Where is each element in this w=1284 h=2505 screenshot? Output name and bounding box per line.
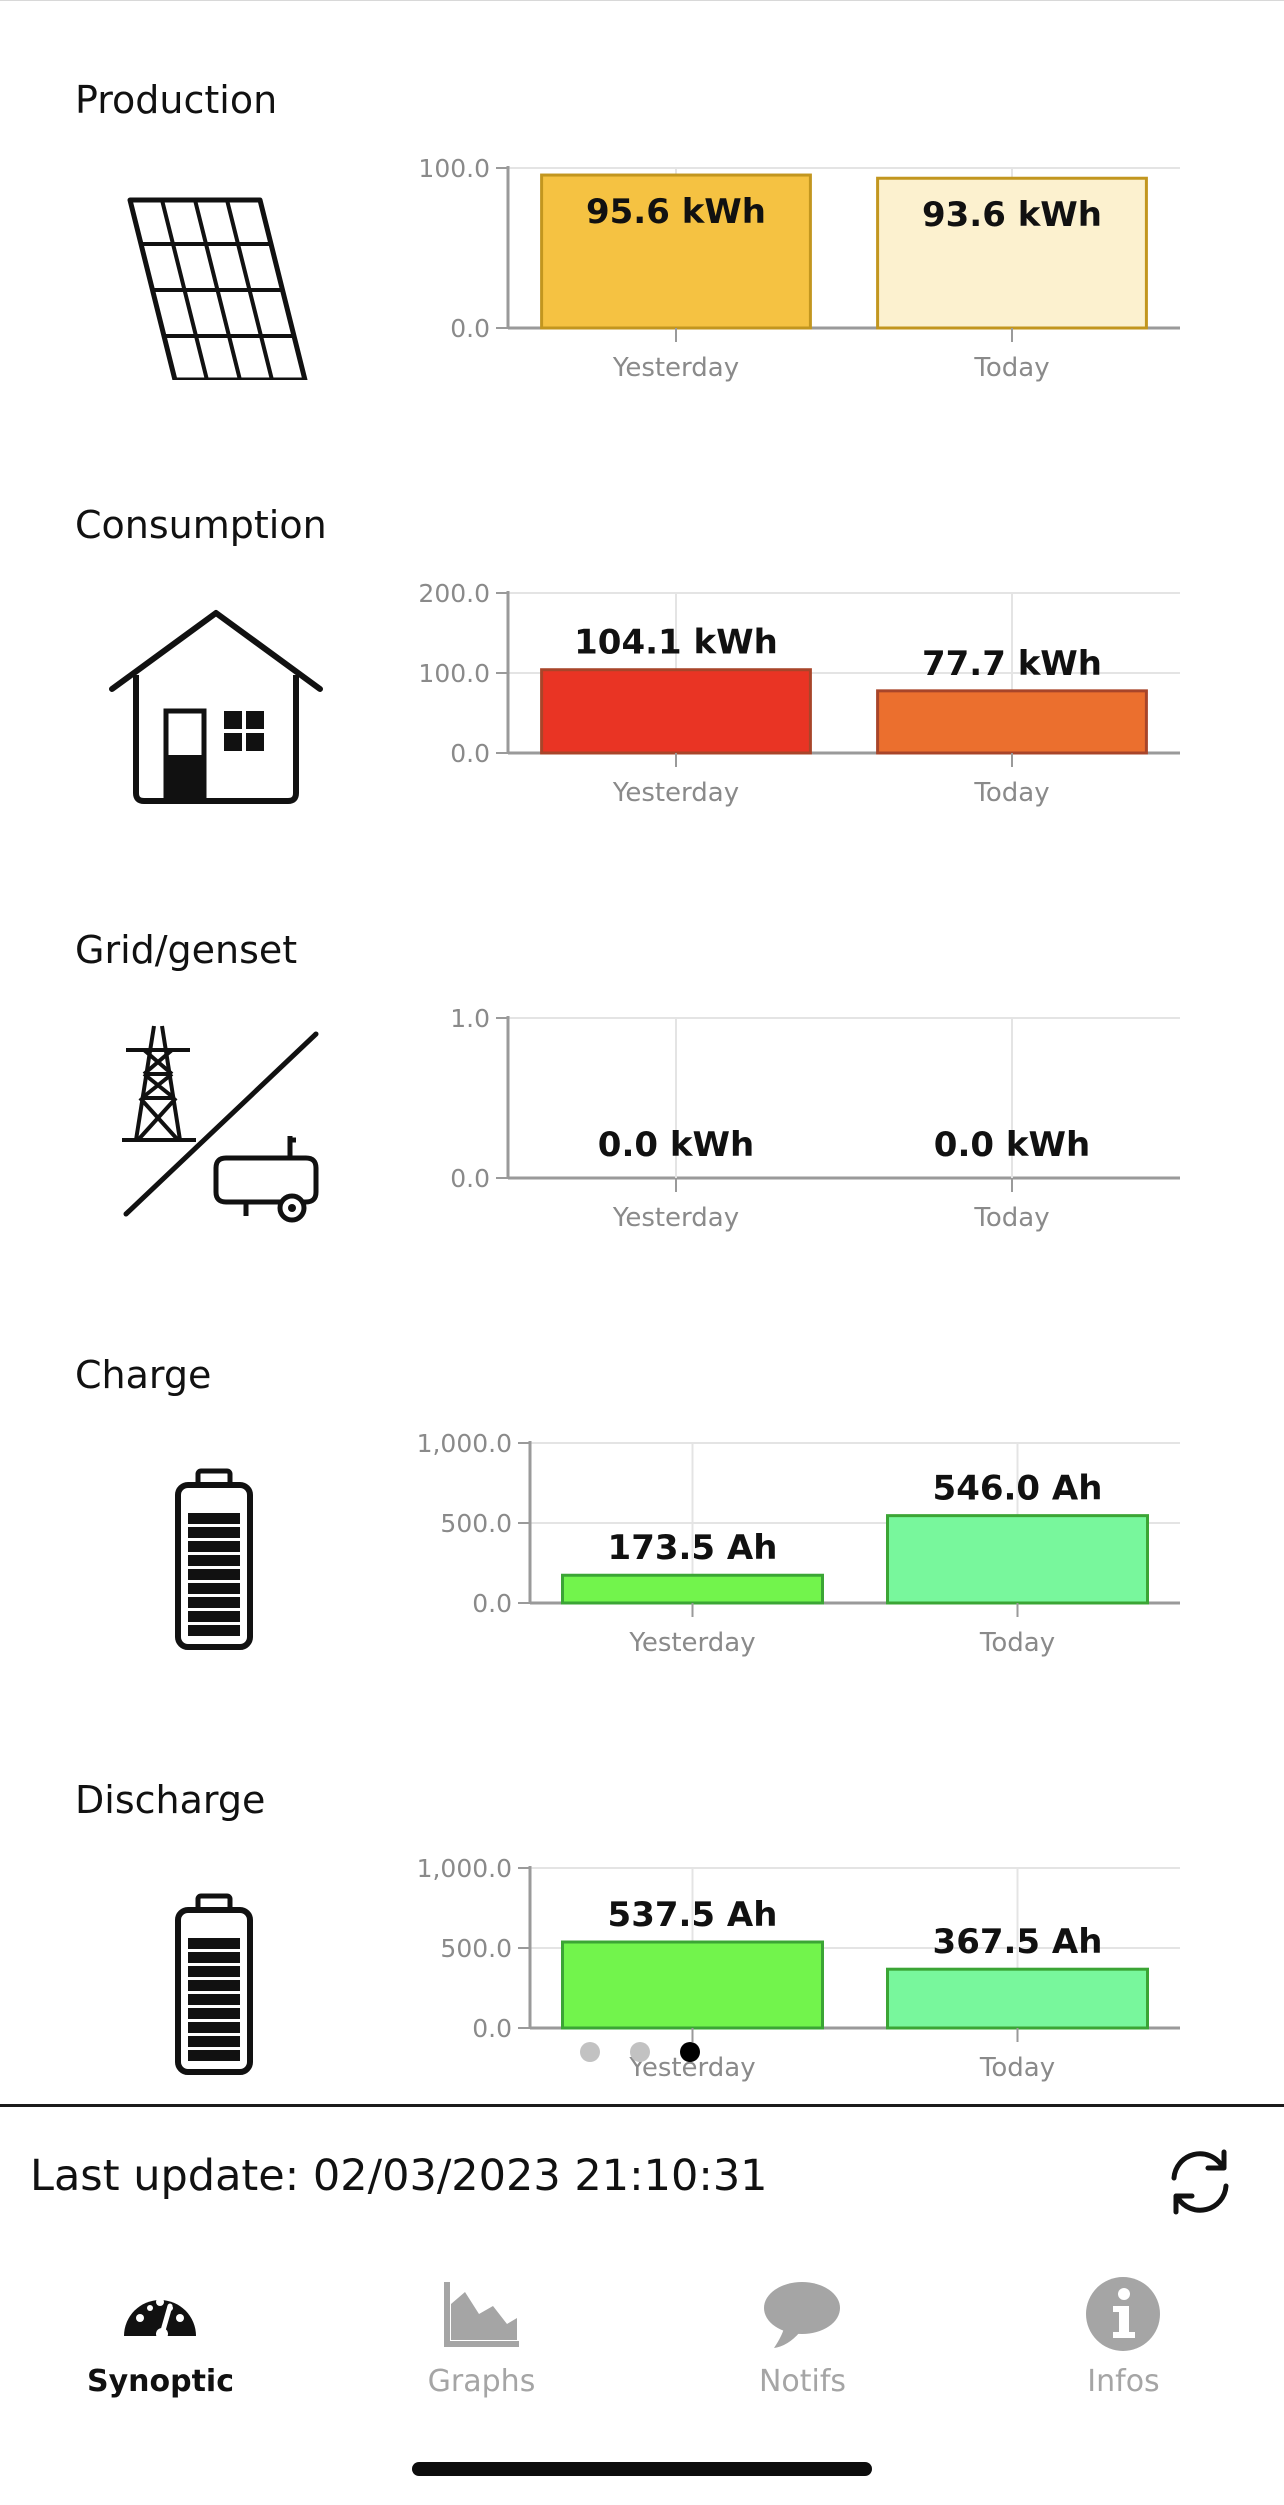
y-tick-label: 0.0 bbox=[472, 1589, 512, 1618]
y-tick-label: 100.0 bbox=[418, 154, 490, 183]
area-chart-icon bbox=[444, 2282, 519, 2347]
tab-infos[interactable]: Infos bbox=[963, 2256, 1284, 2456]
x-tick-label: Today bbox=[973, 778, 1049, 808]
tab-graphs[interactable]: Graphs bbox=[321, 2256, 642, 2456]
bar bbox=[540, 668, 812, 755]
x-tick-label: Yesterday bbox=[612, 353, 739, 383]
tab-notifs[interactable]: Notifs bbox=[642, 2256, 963, 2456]
tab-label: Graphs bbox=[427, 2364, 536, 2399]
last-update-text: Last update: 02/03/2023 21:10:31 bbox=[30, 2151, 768, 2201]
section-grid-genset: Grid/genset 0.0 1.0 Yesterday 0.0 kWh Toda bbox=[0, 850, 1284, 1275]
y-tick-label: 0.0 bbox=[472, 2014, 512, 2043]
tab-label: Synoptic bbox=[86, 2364, 234, 2399]
x-tick-label: Today bbox=[979, 1628, 1055, 1658]
y-tick-label: 0.0 bbox=[450, 1164, 490, 1193]
production-chart: 0.0 100.0 Yesterday 95.6 kWh Today 93.6 kWh bbox=[418, 154, 1180, 383]
data-label: 367.5 Ah bbox=[933, 1922, 1103, 1962]
data-label: 93.6 kWh bbox=[922, 195, 1102, 235]
bar bbox=[876, 689, 1148, 755]
x-tick-label: Yesterday bbox=[612, 1203, 739, 1233]
section-title: Discharge bbox=[75, 1778, 266, 1822]
section-consumption: Consumption 0.0 100.0 200.0 Yesterday 104.1 … bbox=[0, 425, 1284, 850]
section-charge: Charge 0.0 500.0 1,000.0 Yesterday 173.5 Ah T… bbox=[0, 1275, 1284, 1700]
x-tick-label: Yesterday bbox=[628, 1628, 755, 1658]
data-label: 537.5 Ah bbox=[608, 1895, 778, 1935]
bar bbox=[540, 173, 812, 330]
data-label: 0.0 kWh bbox=[598, 1125, 754, 1165]
page-dot-active[interactable] bbox=[680, 2042, 700, 2062]
charge-chart: 0.0 500.0 1,000.0 Yesterday 173.5 Ah Today 546… bbox=[417, 1429, 1180, 1658]
tab-synoptic[interactable]: Synoptic bbox=[0, 2256, 321, 2456]
battery-charge-icon bbox=[175, 1468, 253, 1650]
data-label: 77.7 kWh bbox=[922, 644, 1102, 684]
bar bbox=[876, 176, 1148, 330]
x-tick-label: Today bbox=[973, 1203, 1049, 1233]
page-dot[interactable] bbox=[630, 2042, 650, 2062]
section-title: Consumption bbox=[75, 503, 327, 547]
data-label: 546.0 Ah bbox=[933, 1469, 1103, 1509]
section-title: Production bbox=[75, 78, 278, 122]
tab-label: Infos bbox=[1087, 2364, 1160, 2399]
x-tick-label: Yesterday bbox=[612, 778, 739, 808]
bar bbox=[886, 1967, 1149, 2030]
y-tick-label: 1.0 bbox=[450, 1004, 490, 1033]
data-label: 104.1 kWh bbox=[574, 623, 778, 663]
tab-label: Notifs bbox=[758, 2364, 847, 2399]
section-production: Production 0.0 100.0 Yesterday 95.6 kWh Toda… bbox=[0, 0, 1284, 425]
y-tick-label: 0.0 bbox=[450, 314, 490, 343]
data-label: 173.5 Ah bbox=[608, 1528, 778, 1568]
data-label: 0.0 kWh bbox=[934, 1125, 1090, 1165]
section-title: Charge bbox=[75, 1353, 212, 1397]
y-tick-label: 1,000.0 bbox=[417, 1429, 512, 1458]
data-label: 95.6 kWh bbox=[586, 192, 766, 232]
bar bbox=[561, 1573, 824, 1605]
top-divider bbox=[0, 0, 1284, 1]
battery-discharge-icon bbox=[175, 1893, 253, 2075]
grid-genset-icon bbox=[122, 1025, 319, 1223]
status-bar: Last update: 02/03/2023 21:10:31 bbox=[0, 2104, 1284, 2259]
y-tick-label: 500.0 bbox=[440, 1509, 512, 1538]
y-tick-label: 500.0 bbox=[440, 1934, 512, 1963]
chat-bubble-icon bbox=[764, 2282, 840, 2348]
y-tick-label: 100.0 bbox=[418, 659, 490, 688]
home-indicator bbox=[412, 2462, 872, 2476]
info-icon bbox=[1086, 2277, 1160, 2351]
house-icon bbox=[109, 610, 323, 804]
solar-panel-icon bbox=[127, 197, 308, 380]
x-tick-label: Today bbox=[973, 353, 1049, 383]
y-tick-label: 1,000.0 bbox=[417, 1854, 512, 1883]
bar bbox=[561, 1940, 824, 2030]
y-tick-label: 200.0 bbox=[418, 579, 490, 608]
y-tick-label: 0.0 bbox=[450, 739, 490, 768]
refresh-icon[interactable] bbox=[1160, 2142, 1240, 2222]
page-dot[interactable] bbox=[580, 2042, 600, 2062]
section-discharge: Discharge 0.0 500.0 1,000.0 Yesterday 537.5 … bbox=[0, 1700, 1284, 2125]
section-title: Grid/genset bbox=[75, 928, 298, 972]
page-indicator[interactable] bbox=[580, 2042, 720, 2062]
consumption-chart: 0.0 100.0 200.0 Yesterday 104.1 kWh Today 77.7… bbox=[418, 579, 1180, 808]
grid-genset-chart: 0.0 1.0 Yesterday 0.0 kWh Today 0.0 kWh bbox=[450, 1004, 1180, 1233]
speedometer-icon bbox=[124, 2298, 196, 2340]
bar bbox=[886, 1514, 1149, 1605]
x-tick-label: Today bbox=[979, 2053, 1055, 2083]
